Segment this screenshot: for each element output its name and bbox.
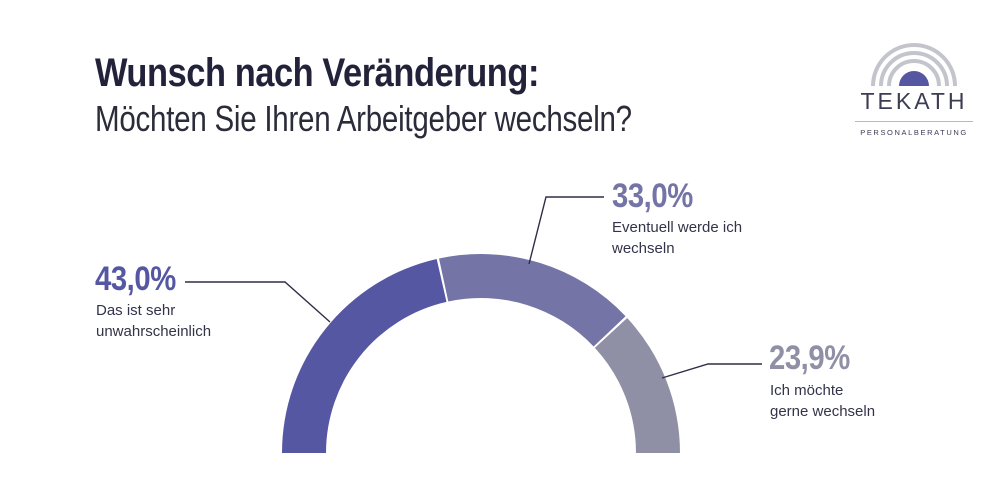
rainbow-arch-icon (871, 43, 957, 87)
company-logo: TEKATH PERSONALBERATUNG (855, 38, 975, 148)
data-label-category-3: Ich möchte gerne wechseln (770, 380, 875, 422)
data-label-text-1-1: Das ist sehr (96, 302, 176, 319)
leader-line-1 (185, 281, 331, 323)
donut-slice-2 (439, 254, 626, 347)
chart-title: Wunsch nach Veränderung: (95, 51, 539, 95)
data-label-category-2: Eventuell werde ich wechseln (612, 217, 742, 259)
data-label-text-2-2: wechseln (612, 240, 675, 257)
data-label-category-1: Das ist sehr unwahrscheinlich (96, 300, 211, 342)
chart-subtitle: Möchten Sie Ihren Arbeitgeber wechseln? (95, 98, 632, 139)
data-label-value-1: 43,0% (95, 260, 176, 298)
data-label-text-3-2: gerne wechseln (770, 403, 876, 420)
logo-divider (855, 121, 973, 122)
logo-tagline: PERSONALBERATUNG (860, 128, 968, 137)
donut-slice-1 (282, 258, 447, 453)
data-label-value-2: 33,0% (612, 177, 693, 215)
donut-slice-3 (594, 317, 680, 453)
leader-line-2 (528, 196, 604, 265)
data-label-text-3-1: Ich möchte (770, 382, 844, 399)
leader-line-3 (661, 363, 762, 379)
data-label-text-1-2: unwahrscheinlich (96, 323, 212, 340)
data-label-text-2-1: Eventuell werde ich (612, 219, 743, 236)
data-label-value-3: 23,9% (769, 339, 850, 377)
logo-name: TEKATH (860, 88, 968, 114)
